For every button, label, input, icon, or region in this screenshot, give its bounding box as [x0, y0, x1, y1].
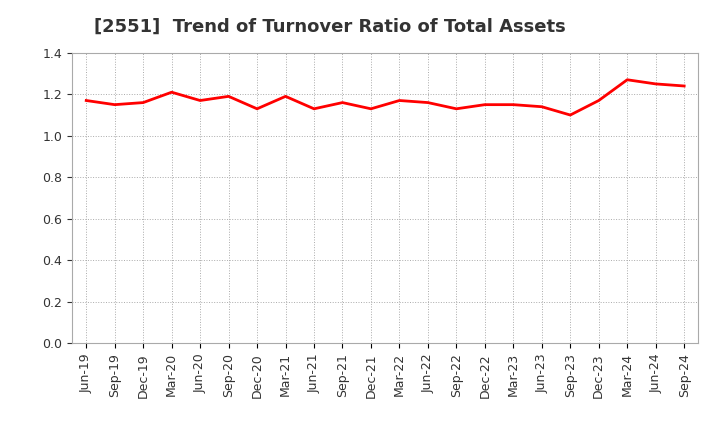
Text: [2551]  Trend of Turnover Ratio of Total Assets: [2551] Trend of Turnover Ratio of Total … — [94, 18, 565, 36]
